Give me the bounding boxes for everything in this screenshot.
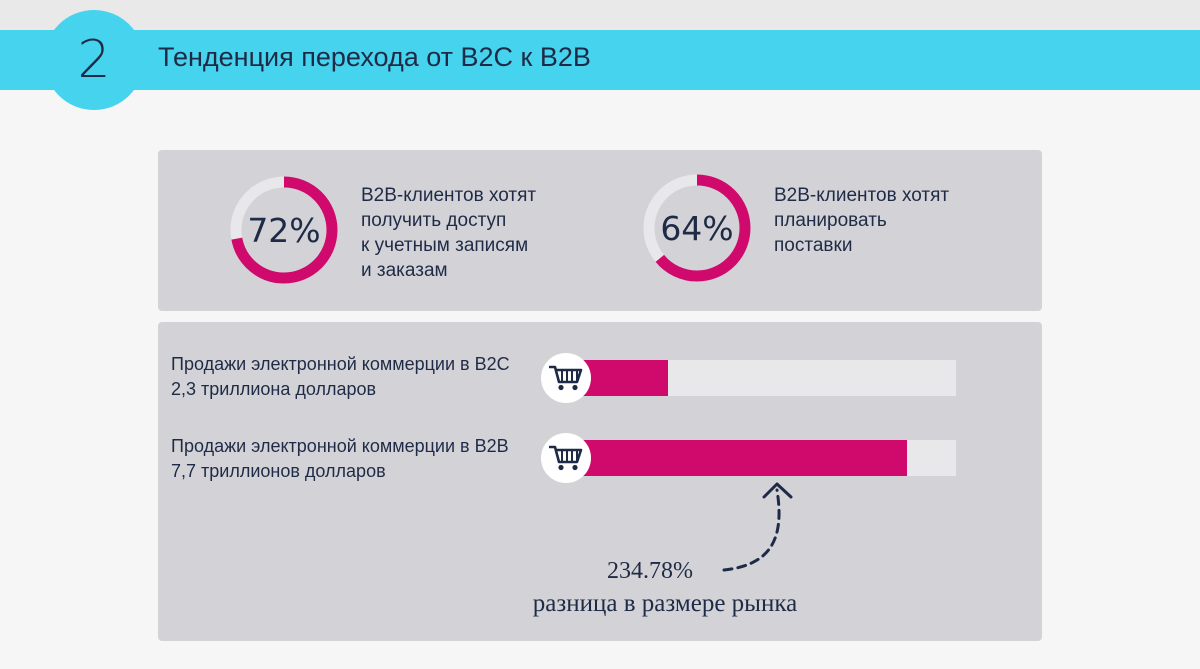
page-title: Тенденция перехода от B2C к B2B — [158, 42, 591, 72]
donut-graphic — [643, 174, 751, 282]
sales-label: Продажи электронной коммерции в B2B 7,7 … — [171, 434, 509, 484]
donut-chart-72: 72% — [224, 170, 344, 290]
donut-chart-64: 64% — [637, 168, 757, 288]
shopping-cart-icon — [541, 433, 591, 483]
sales-label-title: Продажи электронной коммерции в B2B — [171, 436, 509, 456]
top-strip — [0, 0, 1200, 30]
dashed-arrow-icon — [722, 482, 793, 572]
donut-arc — [230, 176, 338, 284]
donut-percent: 72% — [247, 210, 321, 250]
donut-graphic — [230, 176, 338, 284]
title-banner — [0, 30, 1200, 90]
difference-label: разница в размере рынка — [532, 590, 798, 617]
section-number-badge: 2 — [44, 10, 144, 110]
sales-label: Продажи электронной коммерции в B2C 2,3 … — [171, 352, 510, 402]
stat-description: B2B-клиентов хотят получить доступ к уче… — [361, 185, 537, 281]
difference-percent: 234.78% — [607, 558, 693, 584]
sales-bar-track — [566, 440, 956, 476]
donut-percent: 64% — [660, 208, 734, 248]
stat-description: B2B-клиентов хотят планировать поставки — [774, 185, 950, 256]
donut-arc — [643, 174, 751, 282]
sales-bar-track — [566, 360, 956, 396]
sales-label-title: Продажи электронной коммерции в B2C — [171, 354, 510, 374]
stats-panel — [158, 150, 1042, 311]
sales-label-amount: 2,3 триллиона долларов — [171, 379, 377, 399]
sales-label-amount: 7,7 триллионов долларов — [171, 461, 386, 481]
shopping-cart-icon — [541, 353, 591, 403]
sales-bar-fill — [566, 440, 907, 476]
